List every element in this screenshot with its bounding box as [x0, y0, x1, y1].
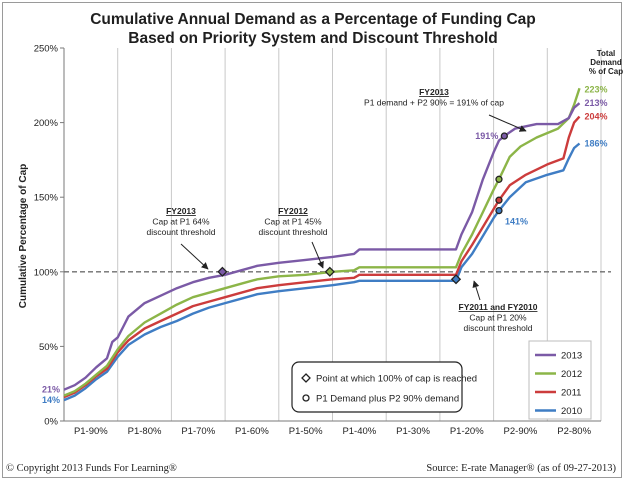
y-tick-label-2: 100% [34, 267, 59, 278]
x-tick-label-2: P1-70% [181, 426, 215, 437]
annotation-arrow-fy2012 [311, 241, 324, 269]
plot-area: 0% 50% 100% 150% 200% 250% P1-90% P1-80% P1-70% P… [34, 44, 624, 438]
annotation-arrow-fy2011 [472, 280, 481, 301]
annotation-arrow-fy2013a [180, 243, 209, 270]
x-tick-label-9: P2-80% [557, 426, 591, 437]
legend-label-2011: 2011 [561, 388, 581, 399]
end-label-2011: 204% [585, 112, 608, 122]
series-line-2010 [63, 142, 581, 402]
annotation-fy2011-line-0: FY2011 and FY2010 [459, 302, 538, 312]
end-label-2010: 186% [585, 138, 608, 148]
footer-copyright: © Copyright 2013 Funds For Learning® [6, 463, 177, 474]
legend-label-2010: 2010 [561, 406, 582, 417]
diamond-marker-2013 [217, 266, 228, 277]
annotation-fy2013a-line-0: FY2013 [166, 206, 196, 216]
diamond-marker-2010 [450, 274, 462, 285]
x-tick-label-8: P2-90% [504, 426, 538, 437]
circle-marker-2012 [495, 175, 503, 183]
y-tick-label-3: 150% [34, 193, 59, 204]
marker-key-diamond-icon [301, 373, 311, 383]
y-tick-label-5: 250% [34, 44, 59, 55]
diamond-marker-2012 [324, 266, 335, 277]
circle-marker-2010 [495, 206, 503, 215]
annotation-fy2013a-line-2: discount threshold [147, 227, 216, 237]
legend-label-2013: 2013 [561, 351, 582, 362]
start-label-2010: 14% [42, 395, 60, 405]
y-tick-label-0: 0% [44, 417, 58, 428]
start-label-2013: 21% [42, 385, 60, 395]
annotation-fy2012-line-1: Cap at P1 45% [264, 217, 322, 227]
y-tick-label-4: 200% [34, 118, 59, 129]
marker-key-circle-icon [302, 394, 310, 402]
end-label-2012: 223% [585, 84, 608, 94]
x-tick-label-5: P1-40% [342, 426, 376, 437]
marker-key-box [291, 361, 463, 413]
series-line-2011 [63, 115, 581, 399]
x-tick-label-0: P1-90% [74, 426, 108, 437]
circle-label-2013: 191% [475, 131, 498, 141]
chart-title: Cumulative Annual Demand as a Percentage… [90, 11, 536, 28]
right-header-0: Total [597, 49, 616, 58]
x-tick-label-3: P1-60% [235, 426, 269, 437]
chart-subtitle: Based on Priority System and Discount Th… [128, 30, 498, 47]
y-tick-label-1: 50% [39, 342, 59, 353]
x-tick-label-7: P1-20% [450, 426, 484, 437]
annotation-fy2013b-line-1: P1 demand + P2 90% = 191% of cap [364, 98, 504, 108]
legend-label-2012: 2012 [561, 369, 582, 380]
circle-label-2010: 141% [505, 217, 528, 227]
right-header-2: % of Cap [589, 67, 623, 76]
annotation-fy2013a-line-1: Cap at P1 64% [152, 217, 210, 227]
circle-marker-2013 [500, 132, 508, 140]
annotation-fy2013b-line-0: FY2013 [419, 87, 449, 97]
series-line-2013 [63, 102, 581, 391]
x-tick-label-1: P1-80% [128, 426, 162, 437]
x-tick-label-4: P1-50% [289, 426, 323, 437]
marker-key-circle-text: P1 Demand plus P2 90% demand [316, 394, 459, 405]
annotation-arrow-fy2013b [488, 114, 527, 132]
marker-key-diamond-text: Point at which 100% of cap is reached [316, 374, 477, 385]
annotation-fy2012-line-0: FY2012 [278, 206, 308, 216]
y-axis-label: Cumulative Percentage of Cap [18, 164, 29, 308]
footer-source: Source: E-rate Manager® (as of 09-27-201… [426, 463, 616, 474]
annotation-fy2011-line-2: discount threshold [464, 323, 533, 333]
circle-marker-2011 [495, 196, 503, 204]
x-tick-label-6: P1-30% [396, 426, 430, 437]
annotation-fy2011-line-1: Cap at P1 20% [469, 313, 527, 323]
annotation-fy2012-line-2: discount threshold [259, 227, 328, 237]
end-label-2013: 213% [585, 98, 608, 108]
right-header-1: Demand [590, 58, 622, 67]
